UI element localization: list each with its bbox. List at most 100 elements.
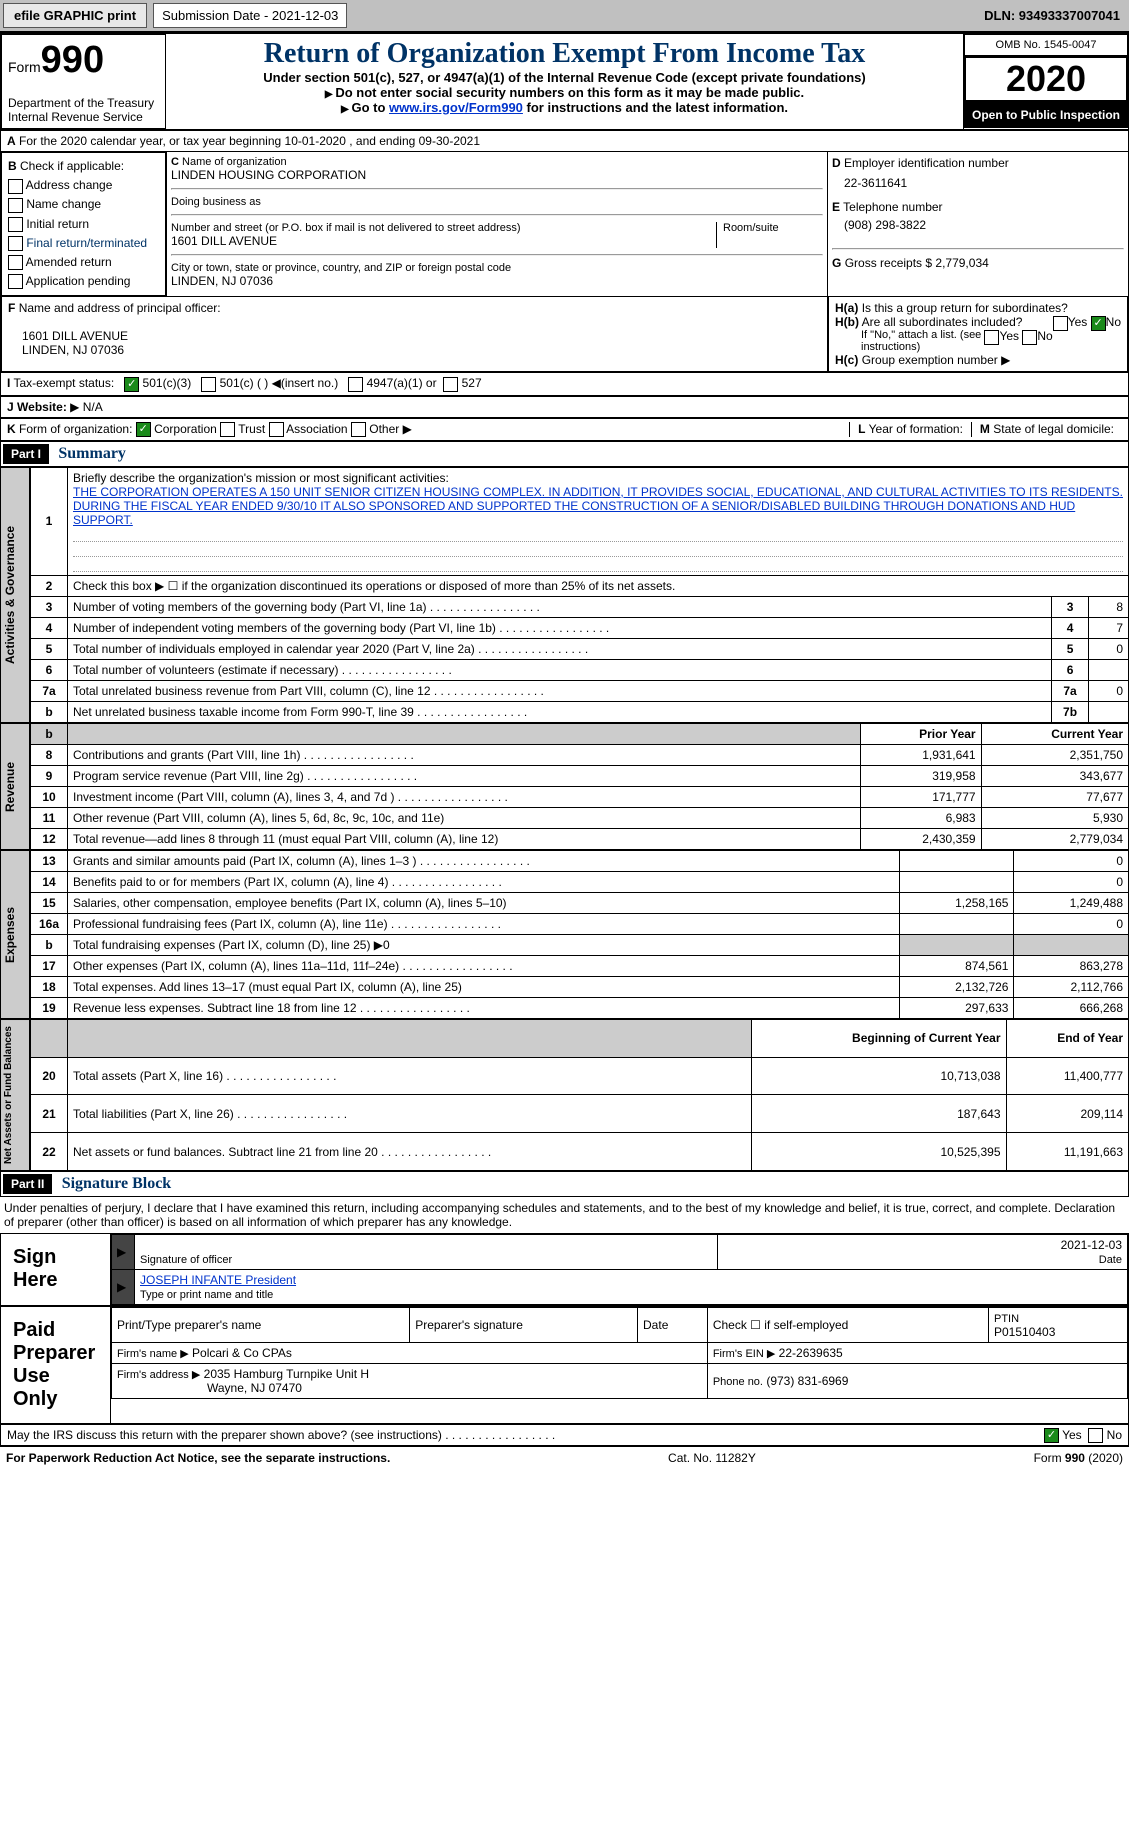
ein: 22-3611641 [832, 170, 1124, 200]
chk-hb-yes[interactable] [984, 330, 999, 345]
r8-p: 1,931,641 [861, 744, 981, 765]
r10-p: 171,777 [861, 786, 981, 807]
e17-p: 874,561 [899, 955, 1014, 976]
officer-name[interactable]: JOSEPH INFANTE President [140, 1273, 296, 1287]
n21-p: 187,643 [752, 1095, 1006, 1133]
firm-phone: (973) 831-6969 [766, 1374, 848, 1388]
chk-corp[interactable]: ✓ [136, 422, 151, 437]
r10-c: 77,677 [981, 786, 1128, 807]
part1-label: Part I [3, 444, 49, 464]
pp-col5: PTIN [994, 1313, 1019, 1325]
firm-phone-label: Phone no. [713, 1376, 763, 1388]
ln5-n: 5 [31, 638, 68, 659]
tab-revenue: Revenue [0, 723, 30, 850]
ln4-t: Number of independent voting members of … [68, 617, 1052, 638]
ln5-t: Total number of individuals employed in … [68, 638, 1052, 659]
open-to-public: Open to Public Inspection [964, 102, 1128, 128]
ln6-box: 6 [1052, 659, 1089, 680]
chk-amended-return[interactable] [8, 255, 23, 270]
i-label: Tax-exempt status: [13, 376, 114, 390]
part2-label: Part II [3, 1174, 52, 1194]
opt-application-pending: Application pending [26, 274, 131, 288]
chk-ha-no[interactable]: ✓ [1091, 316, 1106, 331]
dept-label: Department of the Treasury [8, 96, 154, 110]
ln3-box: 3 [1052, 596, 1089, 617]
efile-print-button[interactable]: efile GRAPHIC print [3, 3, 147, 28]
chk-other[interactable] [351, 422, 366, 437]
ln7a-box: 7a [1052, 680, 1089, 701]
e17-n: 17 [31, 955, 68, 976]
firm-name: Polcari & Co CPAs [192, 1346, 292, 1360]
n20-c: 11,400,777 [1006, 1057, 1128, 1095]
r10-n: 10 [31, 786, 68, 807]
form-subtitle: Under section 501(c), 527, or 4947(a)(1)… [172, 70, 957, 85]
form-title: Return of Organization Exempt From Incom… [172, 38, 957, 70]
form-note1: Do not enter social security numbers on … [172, 85, 957, 100]
chk-501c[interactable] [201, 377, 216, 392]
f-label: Name and address of principal officer: [19, 301, 221, 315]
form-header: Form990 Department of the Treasury Inter… [0, 33, 1129, 130]
e17-t: Other expenses (Part IX, column (A), lin… [68, 955, 900, 976]
hb-label: Are all subordinates included? [862, 315, 1023, 329]
dba-label: Doing business as [171, 196, 823, 208]
irs-link[interactable]: www.irs.gov/Form990 [389, 100, 523, 115]
r8-t: Contributions and grants (Part VIII, lin… [68, 744, 861, 765]
ln6-t: Total number of volunteers (estimate if … [68, 659, 1052, 680]
chk-ha-yes[interactable] [1053, 316, 1068, 331]
r8-n: 8 [31, 744, 68, 765]
foot-right: Form 990 (2020) [1034, 1451, 1123, 1465]
r11-n: 11 [31, 807, 68, 828]
d-label: Employer identification number [844, 156, 1009, 170]
chk-assoc[interactable] [269, 422, 284, 437]
e18-t: Total expenses. Add lines 13–17 (must eq… [68, 976, 900, 997]
chk-hb-no[interactable] [1022, 330, 1037, 345]
chk-address-change[interactable] [8, 179, 23, 194]
chk-trust[interactable] [220, 422, 235, 437]
discuss-yes: Yes [1062, 1428, 1082, 1442]
pp-col3: Date [638, 1307, 708, 1342]
txt-yes2: Yes [999, 329, 1019, 343]
chk-final-return[interactable] [8, 236, 23, 251]
hdr-prior: Prior Year [861, 723, 981, 744]
row-j: J Website: ▶ N/A [0, 396, 1129, 418]
chk-discuss-no[interactable] [1088, 1428, 1103, 1443]
chk-application-pending[interactable] [8, 274, 23, 289]
g-label: Gross receipts $ [845, 256, 932, 270]
chk-name-change[interactable] [8, 198, 23, 213]
sign-here-section: Sign Here ▶Signature of officer2021-12-0… [0, 1233, 1129, 1306]
e16a-n: 16a [31, 913, 68, 934]
row-a: A For the 2020 calendar year, or tax yea… [0, 130, 1129, 152]
line1-label: Briefly describe the organization's miss… [68, 467, 1129, 575]
opt-amended-return: Amended return [26, 255, 112, 269]
ln7b-n: b [31, 701, 68, 722]
e16a-t: Professional fundraising fees (Part IX, … [68, 913, 900, 934]
mission-text[interactable]: THE CORPORATION OPERATES A 150 UNIT SENI… [73, 485, 1123, 527]
chk-discuss-yes[interactable]: ✓ [1044, 1428, 1059, 1443]
chk-527[interactable] [443, 377, 458, 392]
txt-yes: Yes [1068, 315, 1088, 329]
ln7b-box: 7b [1052, 701, 1089, 722]
firm-addr-label: Firm's address ▶ [117, 1369, 200, 1381]
tab-expenses: Expenses [0, 850, 30, 1019]
note2-prefix: Go to [351, 100, 389, 115]
org-addr: 1601 DILL AVENUE [171, 234, 716, 248]
opt-trust: Trust [238, 422, 265, 436]
tax-year: 2020 [964, 56, 1128, 102]
hdr-bcy: Beginning of Current Year [752, 1019, 1006, 1057]
r12-n: 12 [31, 828, 68, 849]
r11-c: 5,930 [981, 807, 1128, 828]
chk-4947[interactable] [348, 377, 363, 392]
e13-t: Grants and similar amounts paid (Part IX… [68, 850, 900, 871]
opt-initial-return: Initial return [26, 217, 89, 231]
org-city: LINDEN, NJ 07036 [171, 274, 823, 288]
expenses-section: Expenses 13Grants and similar amounts pa… [0, 850, 1129, 1019]
chk-501c3[interactable]: ✓ [124, 377, 139, 392]
b-label: Check if applicable: [20, 159, 124, 173]
e-label: Telephone number [843, 200, 942, 214]
e14-n: 14 [31, 871, 68, 892]
ln4-v: 7 [1089, 617, 1129, 638]
officer-addr1: 1601 DILL AVENUE [8, 329, 821, 343]
hb-note: If "No," attach a list. (see instruction… [835, 329, 1121, 353]
chk-initial-return[interactable] [8, 217, 23, 232]
n21-n: 21 [31, 1095, 68, 1133]
